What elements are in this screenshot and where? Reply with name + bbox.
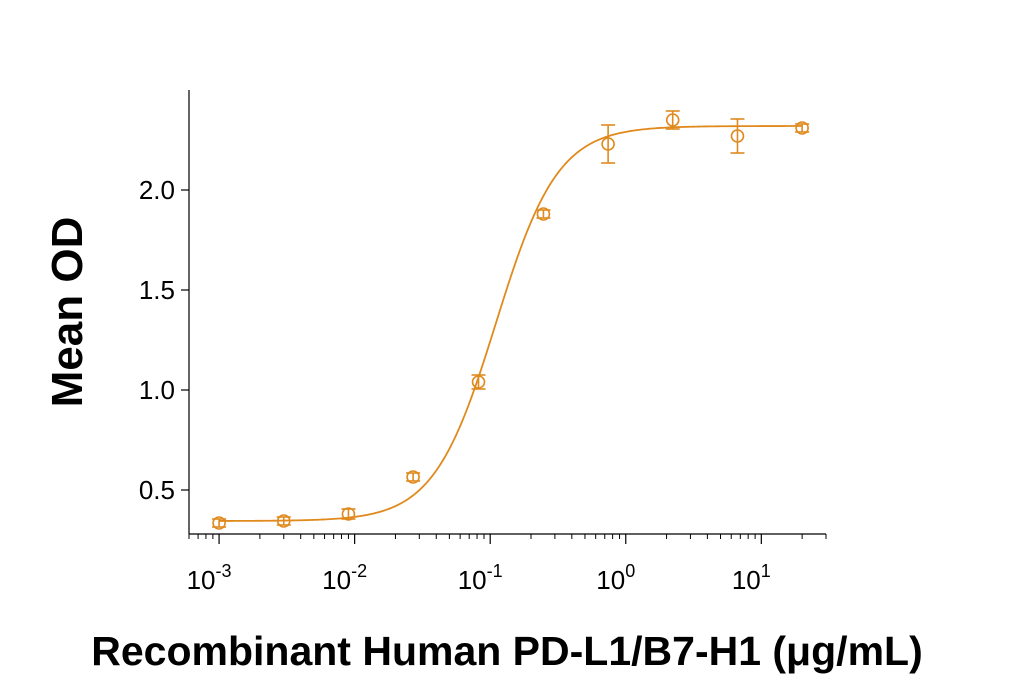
- data-point: [406, 470, 421, 484]
- x-tick-label: 10-2: [322, 561, 367, 595]
- data-point: [795, 121, 810, 135]
- y-axis-title: Mean OD: [43, 217, 92, 408]
- fit-curve-layer: [219, 125, 803, 522]
- x-axis-title: Recombinant Human PD-L1/B7-H1 (μg/mL): [91, 628, 922, 674]
- fit-curve: [219, 125, 803, 522]
- data-marker: [341, 507, 356, 521]
- data-point: [665, 110, 680, 130]
- data-marker: [536, 207, 551, 221]
- data-point: [276, 514, 291, 528]
- data-marker: [795, 121, 809, 135]
- data-marker: [471, 375, 486, 389]
- data-marker: [665, 113, 680, 127]
- x-tick-label: 101: [732, 561, 771, 595]
- data-marker: [276, 514, 291, 528]
- data-point: [471, 374, 486, 390]
- data-point: [730, 118, 745, 154]
- x-tick-label: 10-1: [458, 561, 503, 595]
- data-marker: [601, 137, 615, 151]
- data-marker: [212, 516, 226, 530]
- data-marker: [730, 129, 745, 143]
- x-tick-label: 10-3: [187, 561, 232, 595]
- data-point: [212, 516, 227, 530]
- y-tick-label: 2.0: [139, 175, 175, 205]
- x-tick-label: 100: [596, 561, 635, 595]
- y-tick-label: 1.0: [139, 375, 175, 405]
- data-point: [601, 124, 616, 164]
- data-point: [536, 207, 551, 221]
- data-marker: [406, 470, 420, 484]
- axes: 0.5 1.0 1.5 2.0 10-3 10-2 10-1 100 101: [139, 90, 827, 595]
- data-points-layer: [212, 110, 810, 530]
- y-tick-label: 0.5: [139, 475, 175, 505]
- labels-layer: Mean OD Recombinant Human PD-L1/B7-H1 (μ…: [43, 217, 923, 674]
- y-tick-label: 1.5: [139, 275, 175, 305]
- data-point: [341, 507, 356, 521]
